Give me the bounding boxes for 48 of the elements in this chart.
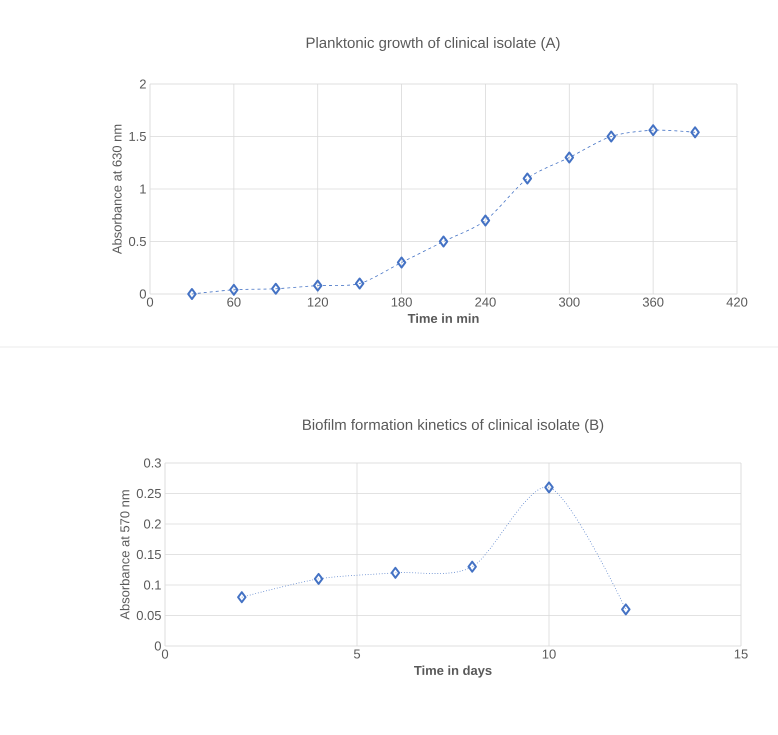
- point: [648, 124, 658, 136]
- point: [438, 236, 448, 248]
- y-tick-label: 0.25: [136, 488, 161, 498]
- y-tick-label: 1: [140, 184, 146, 194]
- x-tick-label: 10: [542, 650, 556, 659]
- chart-title: Planktonic growth of clinical isolate (A): [306, 37, 560, 51]
- y-tick-label: 1.5: [129, 132, 146, 142]
- x-tick-label: 420: [726, 298, 748, 307]
- point: [390, 566, 400, 579]
- x-axis-title: Time in days: [414, 666, 492, 678]
- x-tick-label: 180: [392, 298, 412, 307]
- y-tick-label: 0.15: [136, 550, 161, 560]
- y-tick-label: 0.2: [144, 519, 161, 529]
- y-tick-label: 0: [154, 641, 161, 651]
- point: [271, 282, 281, 295]
- point: [522, 172, 532, 184]
- point: [237, 591, 247, 604]
- x-tick-label: 300: [558, 298, 580, 307]
- y-tick-label: 0.05: [136, 610, 161, 620]
- y-tick-label: 0: [140, 289, 146, 299]
- x-tick-label: 15: [734, 650, 748, 659]
- chart-title: Biofilm formation kinetics of clinical isolate (B): [303, 419, 604, 433]
- x-tick-label: 240: [475, 298, 496, 307]
- x-tick-label: 0: [162, 650, 168, 659]
- point: [690, 126, 700, 138]
- point: [187, 288, 197, 300]
- x-tick-label: 120: [308, 298, 328, 307]
- x-tick-label: 5: [354, 650, 360, 659]
- y-axis-title: Absorbance at 570 nm: [120, 490, 130, 620]
- y-axis-title: Absorbance at 630 nm: [112, 124, 122, 254]
- point: [606, 130, 616, 142]
- x-tick-label: 60: [227, 298, 241, 307]
- point: [467, 560, 477, 573]
- point: [621, 603, 631, 616]
- y-tick-label: 0.5: [128, 236, 146, 246]
- point: [544, 481, 554, 494]
- point: [229, 284, 239, 296]
- point: [312, 280, 322, 292]
- y-tick-label: 2: [140, 79, 146, 89]
- x-tick-label: 360: [642, 298, 664, 307]
- y-tick-label: 0.1: [144, 580, 161, 590]
- point: [396, 256, 406, 268]
- point: [564, 152, 574, 164]
- y-tick-label: 0.3: [144, 458, 161, 468]
- point: [354, 278, 364, 290]
- point: [480, 214, 490, 226]
- x-axis-title: Time in min: [408, 314, 479, 324]
- point: [314, 572, 324, 585]
